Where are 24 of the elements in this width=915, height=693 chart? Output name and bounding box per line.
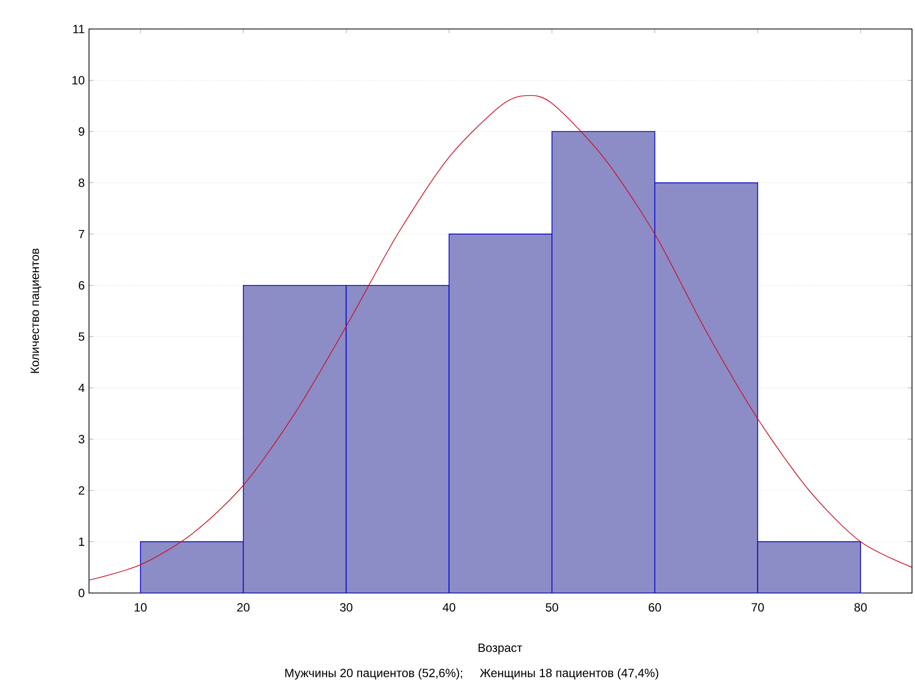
y-tick-label: 6: [78, 281, 84, 290]
y-tick-label: 2: [78, 486, 84, 495]
y-axis-title: Количество пациентов: [30, 248, 42, 373]
x-tick-label: 80: [854, 603, 867, 612]
x-tick-label: 50: [546, 603, 558, 612]
y-tick-label: 9: [78, 127, 84, 136]
x-tick-label: 40: [442, 603, 456, 612]
line-series: [89, 95, 912, 581]
y-tick-label: 10: [72, 76, 84, 84]
y-tick-label: 4: [78, 384, 84, 392]
y-tick-label: 8: [78, 178, 84, 188]
y-tick-label: 0: [78, 588, 84, 598]
text: Мужчины 20 пациентов (52,6%); Женщины 18 пациентов (47,4%): [285, 668, 658, 680]
x-tick-label: 60: [648, 603, 661, 612]
y-tick-label: 11: [73, 24, 84, 34]
y-tick-label: 5: [78, 332, 84, 341]
x-axis-title: Возраст: [478, 644, 522, 654]
x-tick-label: 10: [134, 603, 147, 612]
x-tick-label: 20: [237, 603, 250, 612]
y-tick-label: 3: [78, 434, 84, 444]
y-tick-label: 7: [78, 230, 84, 238]
x-tick-label: 30: [340, 603, 352, 612]
y-tick-label: 1: [79, 538, 84, 546]
x-tick-label: 70: [752, 603, 764, 612]
